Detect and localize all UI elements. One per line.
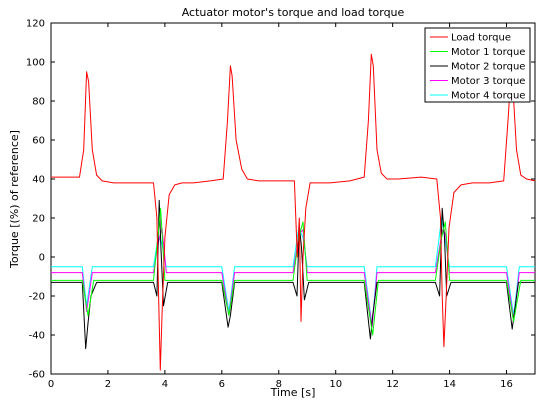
y-tick-label: 40 (32, 175, 45, 186)
series-line-1 (51, 53, 536, 371)
y-tick-label: -20 (29, 292, 45, 303)
x-axis-label: Time [s] (270, 386, 316, 399)
x-tick-label: 8 (276, 379, 282, 390)
legend-label: Motor 3 torque (451, 76, 525, 87)
x-tick-label: 14 (443, 379, 456, 390)
x-tick-label: 2 (105, 379, 111, 390)
legend: Load torque Motor 1 torque Motor 2 torque M… (424, 27, 531, 103)
x-tick-label: 10 (329, 379, 342, 390)
x-tick-label: 16 (500, 379, 513, 390)
legend-label: Motor 2 torque (451, 62, 525, 73)
y-tick-label: 80 (32, 97, 45, 108)
y-tick-label: 20 (32, 214, 45, 225)
x-tick-label: 12 (386, 379, 399, 390)
x-tick-label: 0 (48, 379, 54, 390)
x-tick-label: 4 (162, 379, 168, 390)
legend-label: Motor 1 torque (451, 47, 525, 58)
series-layer (51, 53, 536, 371)
series-line-2 (51, 207, 535, 336)
y-tick-label: 0 (39, 253, 45, 264)
y-axis-label: Torque [(%) of reference] (8, 130, 21, 269)
x-tick-label: 6 (219, 379, 225, 390)
y-tick-label: 60 (32, 136, 45, 147)
chart-title: Actuator motor's torque and load torque (182, 6, 405, 19)
ticks-layer: 0 2 4 6 8 10 12 14 16 -60 -40 -20 0 20 40 60 80 100 120 (26, 19, 535, 390)
y-tick-label: -60 (29, 370, 45, 381)
y-tick-label: 100 (26, 58, 45, 69)
legend-label: Load torque (451, 33, 511, 44)
y-tick-label: -40 (29, 331, 45, 342)
y-tick-label: 120 (26, 19, 45, 30)
legend-label: Motor 4 torque (451, 91, 525, 102)
legend-box (424, 27, 531, 103)
